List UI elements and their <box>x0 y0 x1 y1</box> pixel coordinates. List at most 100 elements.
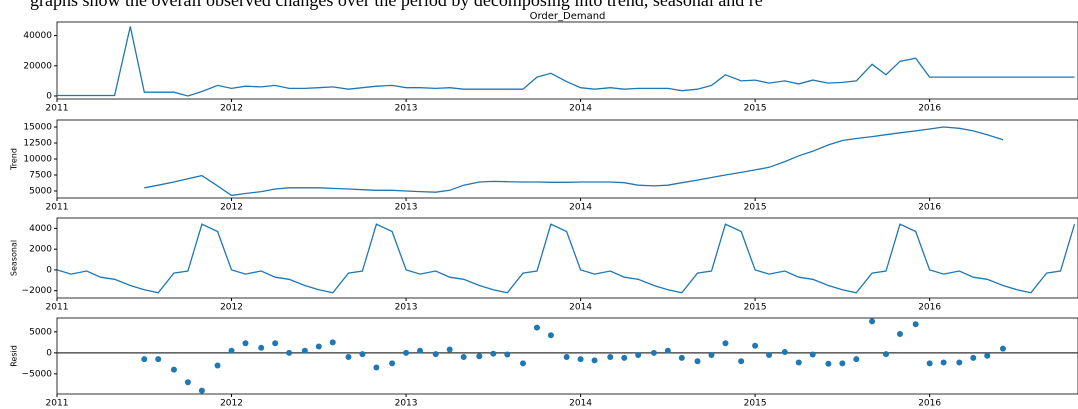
point <box>825 360 832 367</box>
x-tick-label: 2011 <box>46 104 69 114</box>
point <box>258 344 265 351</box>
point <box>752 342 759 349</box>
point <box>329 339 336 346</box>
x-tick-label: 2014 <box>569 303 592 313</box>
point <box>722 340 729 347</box>
x-tick-label: 2013 <box>395 399 418 409</box>
point <box>359 351 366 358</box>
point <box>417 347 424 354</box>
point <box>912 321 919 328</box>
point <box>896 330 903 337</box>
series-line <box>144 126 1004 197</box>
point <box>577 356 584 363</box>
x-tick-label: 2016 <box>918 303 941 313</box>
point <box>345 354 352 361</box>
point <box>591 357 598 364</box>
series-line <box>56 223 1076 294</box>
point <box>242 340 249 347</box>
point <box>869 318 876 325</box>
y-tick-label: 40000 <box>23 31 52 41</box>
x-tick-label: 2014 <box>569 203 592 213</box>
x-tick-label: 2011 <box>46 203 69 213</box>
point <box>926 360 933 367</box>
y-tick-label: 0 <box>46 348 52 358</box>
point <box>141 356 148 363</box>
x-tick-label: 2012 <box>220 203 243 213</box>
y-tick-label: 2000 <box>29 245 52 255</box>
y-tick-label: 7500 <box>29 170 52 180</box>
y-tick-label: 10000 <box>23 155 52 165</box>
axes-frame <box>56 217 1078 299</box>
y-tick-label: −5000 <box>22 369 53 379</box>
axes-frame <box>56 21 1078 100</box>
point <box>373 364 380 371</box>
y-tick-label: 0 <box>46 91 52 101</box>
x-tick-label: 2014 <box>569 399 592 409</box>
series-line <box>57 26 1075 97</box>
y-axis-label: Resid <box>10 345 19 367</box>
point <box>708 351 715 358</box>
point <box>389 360 396 367</box>
point <box>272 340 279 347</box>
point <box>738 358 745 365</box>
x-tick-label: 2015 <box>744 104 767 114</box>
x-tick-label: 2011 <box>46 303 69 313</box>
point <box>940 359 947 366</box>
y-tick-label: 0 <box>46 265 52 275</box>
y-tick-label: 20000 <box>23 61 52 71</box>
x-tick-label: 2011 <box>46 399 69 409</box>
point <box>432 351 439 358</box>
x-tick-label: 2015 <box>744 303 767 313</box>
point <box>460 354 467 361</box>
point <box>999 345 1006 352</box>
y-tick-label: 15000 <box>23 123 52 133</box>
x-tick-label: 2012 <box>220 104 243 114</box>
y-tick-label: 4000 <box>29 224 52 234</box>
point <box>286 349 293 356</box>
point <box>198 387 205 394</box>
x-tick-label: 2015 <box>744 399 767 409</box>
x-tick-label: 2012 <box>220 303 243 313</box>
x-tick-label: 2013 <box>395 203 418 213</box>
x-tick-label: 2014 <box>569 104 592 114</box>
point <box>650 349 657 356</box>
point <box>403 349 410 356</box>
point <box>956 359 963 366</box>
y-tick-label: 5000 <box>29 327 52 337</box>
y-tick-label: −2000 <box>22 286 53 296</box>
y-axis-label: Trend <box>10 148 19 171</box>
y-tick-label: 5000 <box>29 186 52 196</box>
axes-frame <box>56 119 1078 199</box>
point <box>301 347 308 354</box>
point <box>678 354 685 361</box>
x-tick-label: 2013 <box>395 104 418 114</box>
y-tick-label: 12500 <box>23 139 52 149</box>
point <box>664 347 671 354</box>
point <box>781 349 788 356</box>
point <box>970 354 977 361</box>
x-tick-label: 2015 <box>744 203 767 213</box>
point <box>315 343 322 350</box>
point <box>563 354 570 361</box>
x-tick-label: 2016 <box>918 203 941 213</box>
point <box>490 350 497 357</box>
point <box>446 346 453 353</box>
caption: graphs show the overall observed changes… <box>30 0 763 10</box>
point <box>694 358 701 365</box>
point <box>155 356 162 363</box>
point <box>853 356 860 363</box>
point <box>809 351 816 358</box>
point <box>621 354 628 361</box>
point <box>170 366 177 373</box>
point <box>795 359 802 366</box>
x-tick-label: 2012 <box>220 399 243 409</box>
x-tick-label: 2013 <box>395 303 418 313</box>
point <box>883 351 890 358</box>
point <box>476 353 483 360</box>
point <box>184 379 191 386</box>
point <box>533 324 540 331</box>
point <box>504 351 511 358</box>
point <box>984 352 991 359</box>
point <box>228 347 235 354</box>
